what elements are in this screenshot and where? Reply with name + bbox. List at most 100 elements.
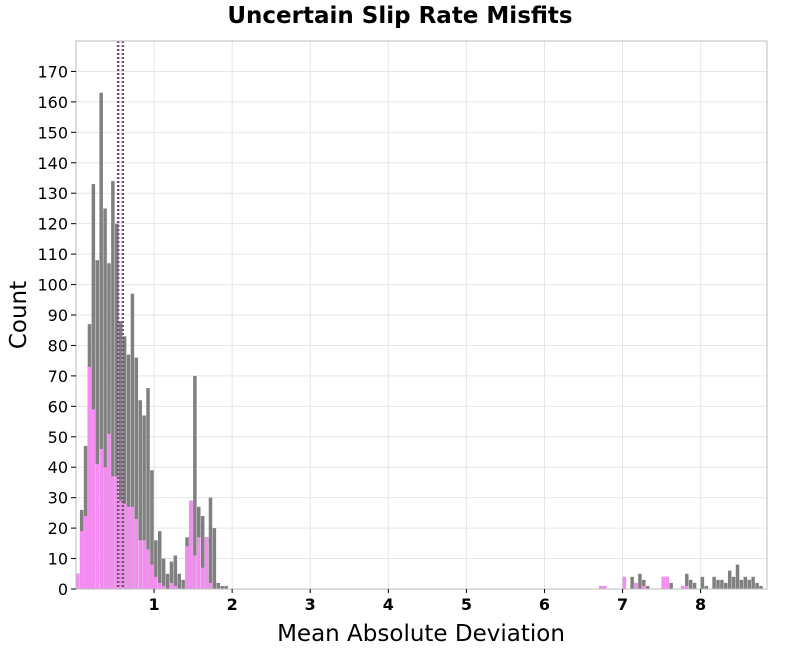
total-bar xyxy=(755,582,759,589)
y-tick-label: 30 xyxy=(48,489,68,508)
total-bar xyxy=(731,576,736,589)
total-bar xyxy=(138,400,142,589)
bars-subset-series xyxy=(76,366,689,589)
subset-bar xyxy=(130,506,135,589)
subset-bar xyxy=(122,503,127,589)
y-tick-label: 120 xyxy=(37,215,68,234)
subset-bar xyxy=(665,576,670,589)
total-bar xyxy=(747,579,751,589)
y-tick-label: 100 xyxy=(37,276,68,295)
y-tick-label: 110 xyxy=(37,245,68,264)
x-tick-label: 4 xyxy=(383,595,394,614)
y-tick-label: 150 xyxy=(37,123,68,142)
total-bar xyxy=(173,555,178,589)
subset-bar xyxy=(111,476,115,589)
y-tick-label: 160 xyxy=(37,93,68,112)
total-bar xyxy=(169,561,174,589)
total-bar xyxy=(193,375,197,589)
subset-bar xyxy=(189,500,193,589)
total-bar xyxy=(118,321,123,589)
chart-title: Uncertain Slip Rate Misfits xyxy=(227,3,572,29)
y-tick-label: 0 xyxy=(58,580,68,599)
subset-bar xyxy=(138,540,142,589)
subset-bar xyxy=(154,576,158,589)
subset-bar xyxy=(134,518,139,589)
total-bar xyxy=(150,470,154,589)
total-bar xyxy=(154,540,158,589)
y-tick-label: 70 xyxy=(48,367,68,386)
total-bar xyxy=(146,388,150,589)
subset-bar xyxy=(193,555,197,589)
total-bar xyxy=(743,576,748,589)
x-tick-label: 5 xyxy=(461,595,472,614)
total-bar xyxy=(630,576,634,589)
y-tick-label: 90 xyxy=(48,306,68,325)
marker-lines xyxy=(116,41,125,589)
y-tick-label: 10 xyxy=(48,550,68,569)
total-bar xyxy=(122,336,127,589)
total-bar xyxy=(224,585,228,589)
subset-bar xyxy=(95,464,100,589)
subset-bar xyxy=(87,366,92,589)
total-bar xyxy=(669,582,673,589)
subset-bar xyxy=(208,582,213,589)
total-bar xyxy=(704,585,709,589)
total-bar xyxy=(645,585,650,589)
subset-bar xyxy=(83,515,88,589)
total-bar xyxy=(107,263,111,589)
total-bar xyxy=(181,579,185,589)
total-bar xyxy=(177,573,182,589)
subset-bar xyxy=(107,433,111,589)
subset-bar xyxy=(204,537,209,589)
total-bar xyxy=(735,564,740,589)
y-tick-label: 140 xyxy=(37,154,68,173)
subset-bar xyxy=(150,564,154,589)
subset-bar xyxy=(681,585,685,589)
x-tick-label: 1 xyxy=(149,595,160,614)
total-bar xyxy=(99,92,103,589)
subset-bar xyxy=(603,585,607,589)
total-bar xyxy=(724,582,728,589)
total-bar xyxy=(142,415,146,589)
subset-bar xyxy=(200,567,205,589)
total-bar xyxy=(208,497,213,589)
total-bar xyxy=(716,579,720,589)
total-bar xyxy=(720,579,724,589)
total-bar xyxy=(95,260,100,589)
subset-bar xyxy=(91,409,96,589)
total-bar xyxy=(642,579,646,589)
subset-bar xyxy=(79,531,84,589)
total-bar xyxy=(712,576,716,589)
subset-bar xyxy=(103,467,107,589)
subset-bar xyxy=(118,500,123,589)
x-tick-label: 7 xyxy=(617,595,628,614)
subset-bar xyxy=(599,585,603,589)
subset-bar xyxy=(661,576,666,589)
total-bar xyxy=(134,357,139,589)
y-tick-label: 40 xyxy=(48,458,68,477)
subset-bar xyxy=(99,448,103,589)
y-tick-label: 50 xyxy=(48,428,68,447)
subset-bar xyxy=(146,549,150,589)
subset-bar xyxy=(76,573,80,589)
subset-bar xyxy=(115,476,119,589)
subset-bar xyxy=(685,585,689,589)
y-tick-label: 20 xyxy=(48,519,68,538)
total-bar xyxy=(220,585,224,589)
total-bar xyxy=(688,579,693,589)
y-tick-label: 170 xyxy=(37,62,68,81)
x-tick-label: 2 xyxy=(227,595,238,614)
total-bar xyxy=(638,573,642,589)
total-bar xyxy=(739,579,744,589)
subset-bar xyxy=(157,582,162,589)
total-bar xyxy=(103,208,107,589)
total-bar xyxy=(111,181,115,590)
x-tick-label: 8 xyxy=(695,595,706,614)
y-tick-label: 60 xyxy=(48,397,68,416)
total-bar xyxy=(161,558,166,589)
subset-bar xyxy=(634,582,638,589)
subset-bar xyxy=(173,585,178,589)
y-tick-label: 130 xyxy=(37,184,68,203)
total-bar xyxy=(727,570,732,589)
subset-bar xyxy=(642,585,646,589)
